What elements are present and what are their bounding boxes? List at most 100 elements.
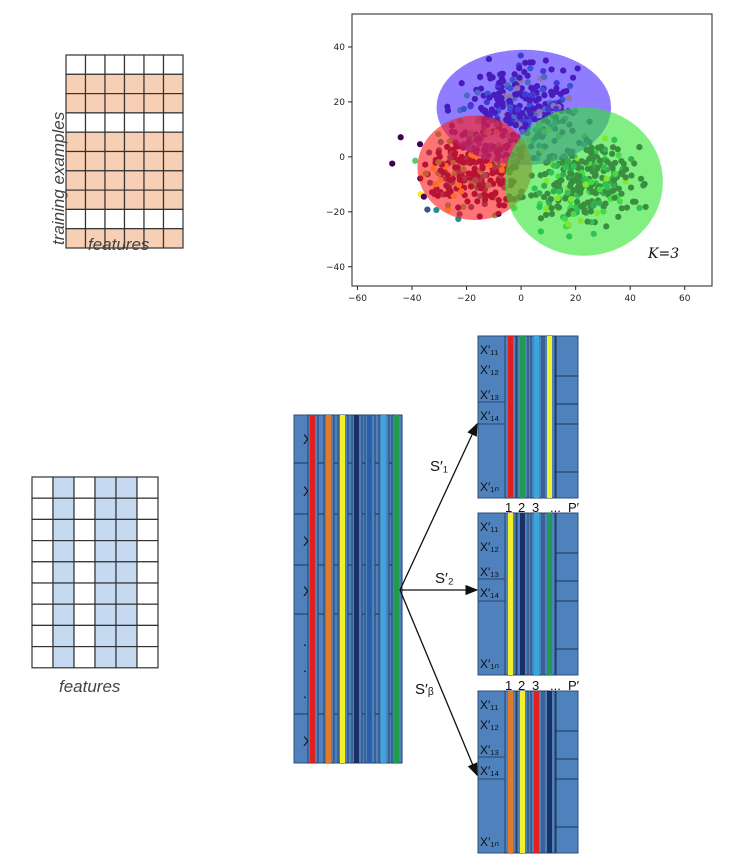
row-grid-cell [123,170,145,191]
sample-row-label: X′₁₄ [480,409,499,423]
y-tick-label: 0 [339,153,345,163]
source-feature-stripe [326,415,331,763]
col-grid-cell [73,561,96,584]
bootstrap-samples: X′₁₁ X′₁₂ X′₁₃ X′₁₄ X′₁ₙ X′₁₁ X′₁₂ X′₁₃ X′₁₄ X′₁ₙ… [477,335,580,854]
y-axis-ticks: −40 −20 0 20 40 [326,43,352,273]
row-grid-cell [123,131,145,153]
col-grid-cell [73,518,96,542]
y-tick-label: −20 [326,208,345,218]
col-grid-cell [115,624,138,648]
col-grid-cell [115,582,138,605]
column-header-label: ... [550,678,561,693]
cluster-ellipse-2 [417,115,532,221]
row-grid-cell [84,92,106,114]
col-grid-cell [52,645,75,669]
col-grid-cell [115,603,138,627]
col-grid-cell [115,476,138,499]
row-grid-cell [65,208,87,230]
sample-feature-stripe [547,336,552,498]
sample-row-label: X′₁₃ [480,565,499,579]
row-grid-cell [104,150,126,172]
sample-feature-stripe [520,691,525,853]
col-grid-cell [136,603,159,627]
col-grid-cell [52,624,75,648]
sampling-arrows [399,422,479,777]
col-grid-cell [94,582,117,605]
row-grid-cell [104,189,126,211]
row-grid-cell [143,131,165,153]
col-grid-cell [31,476,54,499]
sample-row-label: X′₁₄ [480,764,499,778]
sample-label-2: S′₂ [435,570,454,587]
col-grid-cell [31,561,54,584]
sample-row-label: X′₁₂ [480,540,499,554]
row-grid-cell [162,92,184,114]
row-grid-cell [123,150,145,172]
sample-row-label: X′₁₂ [480,718,499,732]
row-grid-cell [143,208,165,230]
row-grid-cell [162,54,184,75]
training-examples-label: training examples [49,111,68,245]
source-feature-stripe [340,415,345,763]
row-grid-cell [123,54,145,75]
col-grid-cell [73,645,96,669]
col-grid-cell [31,582,54,605]
kmeans-scatter-plot: −60 −40 −20 0 20 40 60 −40 −20 0 20 40 K=3 [326,13,713,304]
k-annotation: K=3 [647,246,679,262]
column-header-label: ... [550,500,561,515]
sample-row-label: X′₁₃ [480,743,499,757]
row-grid-cell [84,73,106,95]
source-feature-stripe [394,415,399,763]
row-grid-cell [143,112,165,133]
row-grid-cell [84,170,106,191]
sample-feature-stripe [547,513,552,675]
col-grid-cell [73,497,96,521]
col-grid-cell [73,582,96,605]
sample-label-b: S′ᵦ [415,681,434,698]
row-grid-cell [65,131,87,153]
col-grid-cell [115,518,138,542]
x-tick-label: −60 [348,294,367,304]
col-grid-cell [31,603,54,627]
row-grid-cell [84,54,106,75]
source-row-label: . [303,633,307,649]
col-grid-cell [115,561,138,584]
arrow-to-sample-b [399,589,478,777]
row-grid-cell [143,54,165,75]
row-grid-cell [65,92,87,114]
col-grid-cell [52,582,75,605]
row-grid-cell [65,189,87,211]
row-grid-cell [143,170,165,191]
sample-row-label: X′₁₂ [480,363,499,377]
row-grid-cell [143,189,165,211]
sample-feature-stripe [547,691,552,853]
y-tick-label: 20 [334,98,346,108]
sample-row-label: X′₁ₙ [480,480,499,494]
col-grid-cell [94,518,117,542]
row-grid-cell [104,208,126,230]
col-grid-cell [52,497,75,521]
sample-feature-stripe [508,691,513,853]
col-grid-cell [73,476,96,499]
sample-row-label: X′₁ₙ [480,657,499,671]
row-grid-cell [84,189,106,211]
row-grid-cell [104,54,126,75]
row-grid-cell [65,54,87,75]
x-axis-ticks: −60 −40 −20 0 20 40 60 [348,286,691,304]
col-grid-cell [31,645,54,669]
row-grid-cell [143,73,165,95]
x-tick-label: 40 [624,294,636,304]
row-grid-cell [123,112,145,133]
column-header-label: 2 [518,500,525,515]
y-tick-label: −40 [326,263,345,273]
sample-feature-stripe [534,691,539,853]
sample-feature-stripe [534,513,539,675]
col-grid-cell [115,645,138,669]
row-grid-cell [104,112,126,133]
x-tick-label: 20 [570,294,582,304]
col-grid-cell [136,645,159,669]
row-grid-cell [162,189,184,211]
row-grid-cell [143,92,165,114]
scatter-point [412,157,419,164]
